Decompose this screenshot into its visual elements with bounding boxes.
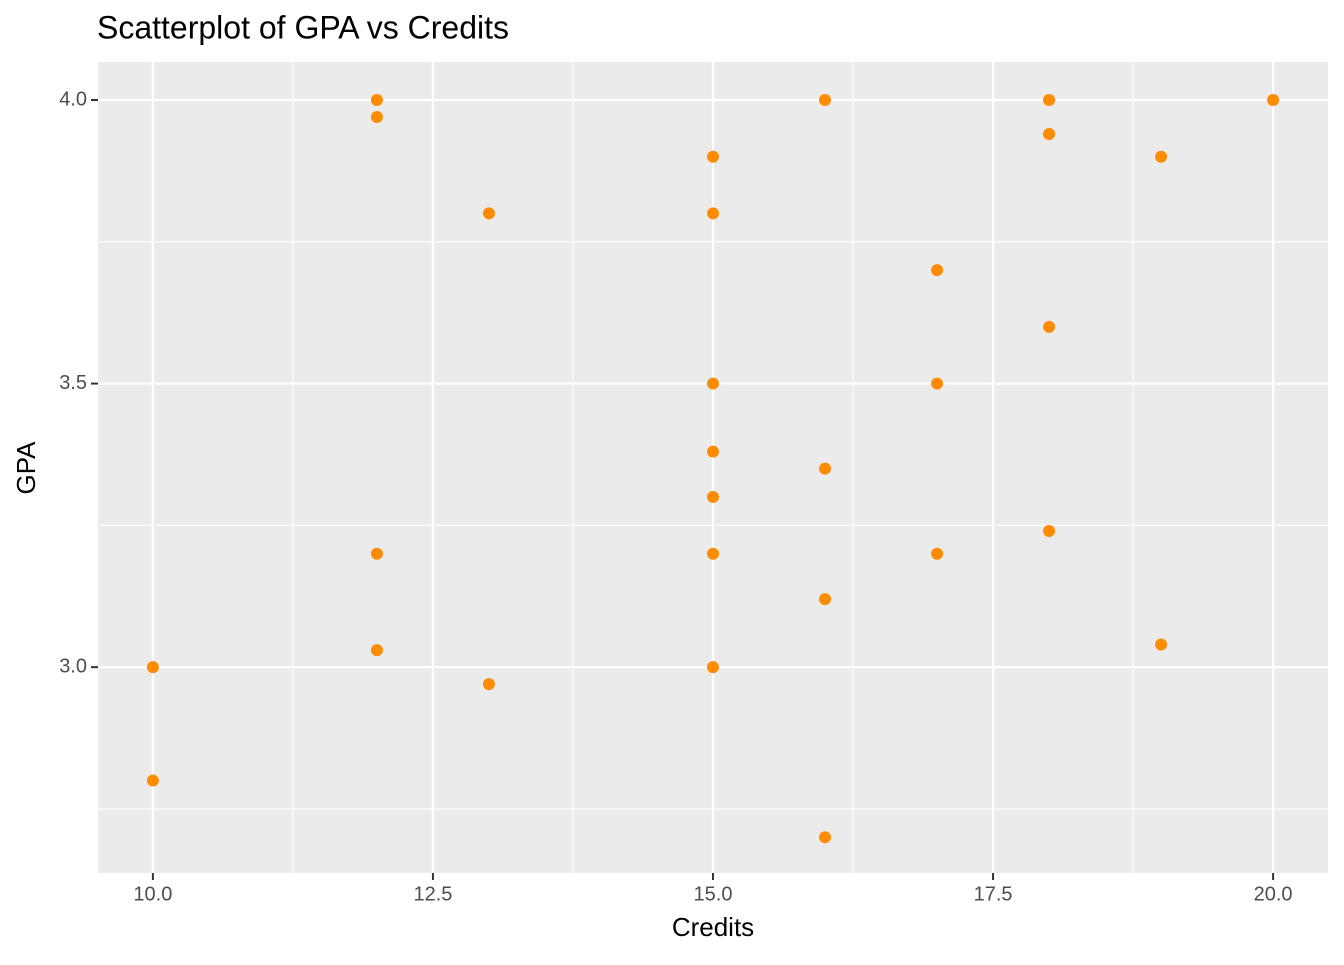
x-axis-title: Credits xyxy=(672,912,754,942)
point xyxy=(819,93,832,106)
point xyxy=(707,661,719,674)
x-tick-label: 10.0 xyxy=(133,883,172,905)
point xyxy=(707,547,719,560)
y-tick-label: 3.0 xyxy=(59,655,87,677)
point xyxy=(370,111,383,124)
y-axis-title: GPA xyxy=(11,441,41,495)
x-tick-label: 15.0 xyxy=(694,883,733,905)
point xyxy=(370,547,383,560)
y-tick-label: 3.5 xyxy=(59,372,87,394)
point xyxy=(1155,638,1168,651)
point xyxy=(931,377,944,390)
point xyxy=(819,462,832,475)
point xyxy=(1043,93,1056,106)
point xyxy=(707,445,719,458)
chart-title: Scatterplot of GPA vs Credits xyxy=(97,9,509,45)
point xyxy=(707,490,719,503)
point xyxy=(707,377,719,390)
point xyxy=(1267,93,1280,106)
point xyxy=(1155,150,1168,163)
point xyxy=(1043,128,1056,141)
point xyxy=(1043,320,1056,333)
x-tick-label: 20.0 xyxy=(1254,883,1293,905)
point xyxy=(146,774,159,787)
point xyxy=(931,547,944,560)
point xyxy=(482,678,495,691)
point xyxy=(482,207,495,220)
point xyxy=(931,264,944,277)
x-tick-label: 17.5 xyxy=(974,883,1013,905)
x-tick-label: 12.5 xyxy=(413,883,452,905)
point xyxy=(707,150,719,163)
point xyxy=(370,93,383,106)
point xyxy=(819,593,832,606)
point xyxy=(370,644,383,657)
point xyxy=(819,831,832,844)
y-tick-label: 4.0 xyxy=(59,88,87,110)
point xyxy=(1043,525,1056,538)
point xyxy=(707,207,719,220)
point xyxy=(146,661,159,674)
